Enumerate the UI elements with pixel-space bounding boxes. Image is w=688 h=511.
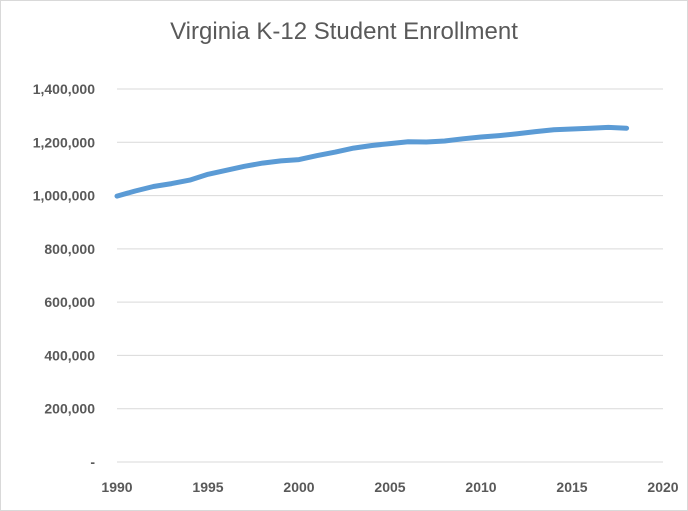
- y-tick-label: 200,000: [44, 401, 95, 417]
- series-group: [114, 124, 630, 199]
- y-tick-label: -: [90, 454, 95, 470]
- x-tick-label: 2010: [465, 479, 496, 495]
- x-axis-labels: 1990 1995 2000 2005 2010 2015 2020: [101, 479, 678, 495]
- x-tick-label: 2000: [283, 479, 314, 495]
- y-tick-label: 400,000: [44, 347, 95, 363]
- y-axis-labels: - 200,000 400,000 600,000 800,000 1,000,000 1,…: [33, 81, 96, 470]
- x-tick-label: 2015: [556, 479, 587, 495]
- x-tick-label: 1990: [101, 479, 132, 495]
- chart-title: Virginia K-12 Student Enrollment: [170, 18, 518, 45]
- y-tick-label: 1,000,000: [33, 188, 95, 204]
- y-tick-label: 1,200,000: [33, 134, 95, 150]
- y-tick-label: 1,400,000: [33, 81, 95, 97]
- x-tick-label: 1995: [192, 479, 223, 495]
- x-tick-label: 2020: [647, 479, 678, 495]
- x-tick-label: 2005: [374, 479, 405, 495]
- y-tick-label: 800,000: [44, 241, 95, 257]
- series-line: [114, 124, 630, 199]
- y-tick-label: 600,000: [44, 294, 95, 310]
